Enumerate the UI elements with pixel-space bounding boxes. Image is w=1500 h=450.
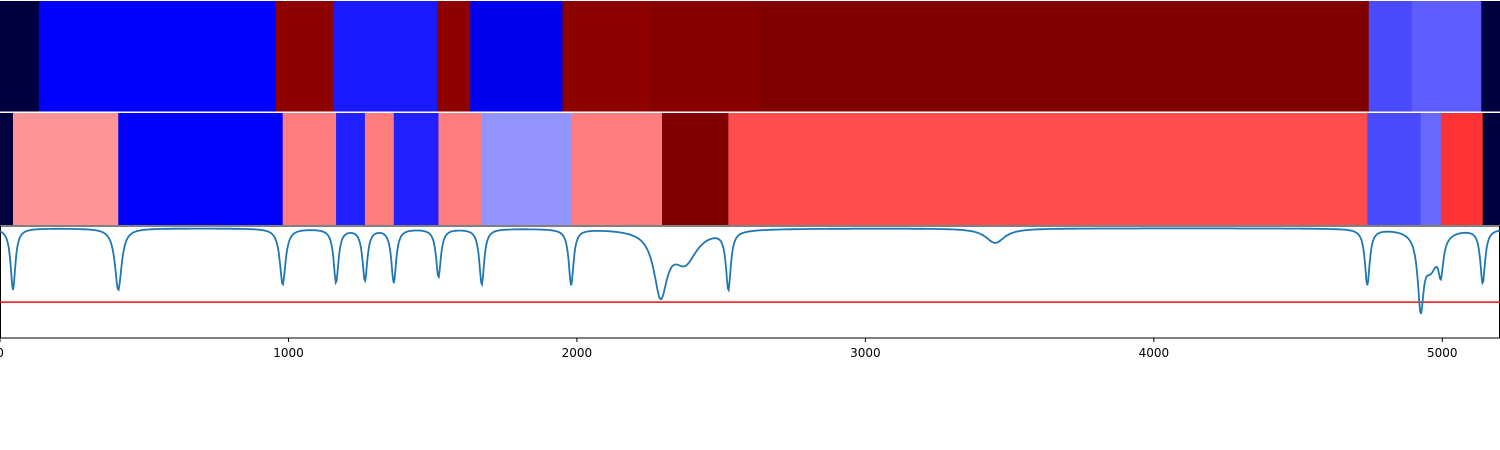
signal-panel <box>0 225 1500 339</box>
top-segment <box>1368 1 1413 112</box>
signal-series <box>0 227 1500 315</box>
top-segmentation-band <box>0 1 1500 112</box>
middle-segment <box>0 113 14 225</box>
top-segment <box>275 1 334 112</box>
middle-segment <box>282 113 337 225</box>
top-segment <box>470 1 563 112</box>
x-tick-label: 0 <box>0 346 4 360</box>
top-segment <box>650 1 762 112</box>
top-segment <box>38 1 276 112</box>
x-tick-label: 4000 <box>1139 346 1170 360</box>
middle-segment <box>662 113 729 225</box>
x-tick-label: 2000 <box>562 346 593 360</box>
middle-segmentation-band <box>0 111 1500 225</box>
middle-segment <box>571 113 663 225</box>
middle-segment <box>438 113 483 225</box>
top-segment <box>1412 1 1482 112</box>
top-segment <box>0 1 40 112</box>
x-axis: 0 1000 2000 3000 4000 5000 <box>0 338 1458 360</box>
middle-segment <box>728 113 1368 225</box>
signal-frame <box>0 225 1500 339</box>
middle-segment <box>364 113 395 225</box>
middle-segment <box>118 113 284 225</box>
middle-segment <box>481 113 572 225</box>
top-segment <box>437 1 471 112</box>
top-segment <box>333 1 438 112</box>
x-tick-label: 5000 <box>1427 346 1458 360</box>
middle-segment <box>393 113 439 225</box>
top-segment <box>562 1 651 112</box>
x-tick-label: 1000 <box>273 346 304 360</box>
middle-segment <box>336 113 366 225</box>
middle-segment <box>12 113 119 225</box>
top-segment <box>1481 1 1500 112</box>
band-separator <box>0 111 1500 113</box>
middle-segment <box>1440 113 1484 225</box>
x-tick-label: 3000 <box>850 346 881 360</box>
middle-segment <box>1367 113 1422 225</box>
top-segment <box>761 1 1370 112</box>
middle-segment <box>1420 113 1442 225</box>
middle-segment <box>1482 113 1500 225</box>
